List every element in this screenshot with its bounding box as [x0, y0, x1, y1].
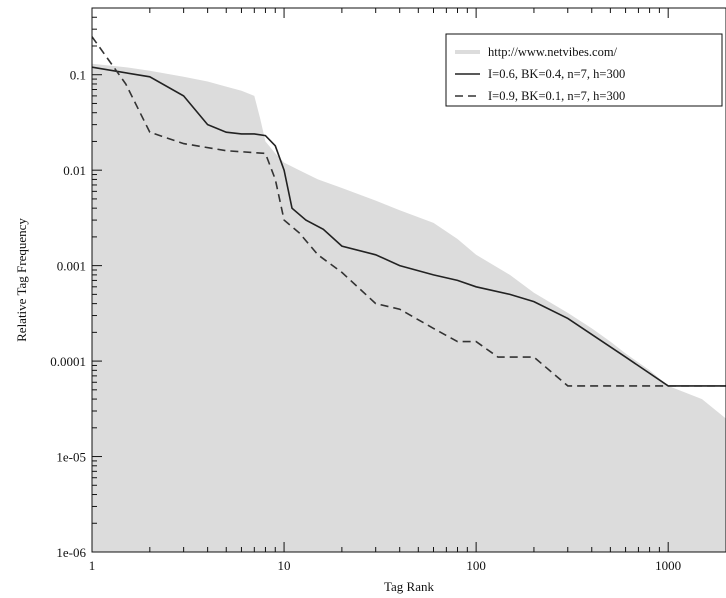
x-tick-label: 1000: [655, 558, 681, 573]
y-tick-label: 1e-05: [56, 450, 86, 465]
legend-box: [445, 33, 723, 107]
y-axis-title: Relative Tag Frequency: [14, 218, 29, 342]
legend-label-solid: I=0.6, BK=0.4, n=7, h=300: [488, 67, 625, 81]
x-tick-label: 1: [89, 558, 96, 573]
series-line-solid: [92, 66, 726, 387]
legend: http://www.netvibes.com/ I=0.6, BK=0.4, …: [445, 33, 723, 107]
legend-label-dashed: I=0.9, BK=0.1, n=7, h=300: [488, 89, 625, 103]
y-tick-label: 0.001: [57, 259, 86, 274]
x-tick-label: 10: [278, 558, 291, 573]
series-layer: [92, 36, 726, 552]
x-tick-label: 100: [466, 558, 486, 573]
series-area: [92, 63, 726, 552]
axis-layer: 1 10 100 1000 1e-06 1e-05 0.0001 0.001 0.01 0.1: [50, 7, 726, 573]
y-tick-label: 1e-06: [56, 545, 86, 560]
x-axis-title: Tag Rank: [384, 579, 434, 594]
y-tick-label: 0.01: [63, 163, 86, 178]
y-tick-label: 0.1: [70, 68, 86, 83]
y-tick-label: 0.0001: [50, 354, 86, 369]
legend-label-area: http://www.netvibes.com/: [488, 45, 618, 59]
